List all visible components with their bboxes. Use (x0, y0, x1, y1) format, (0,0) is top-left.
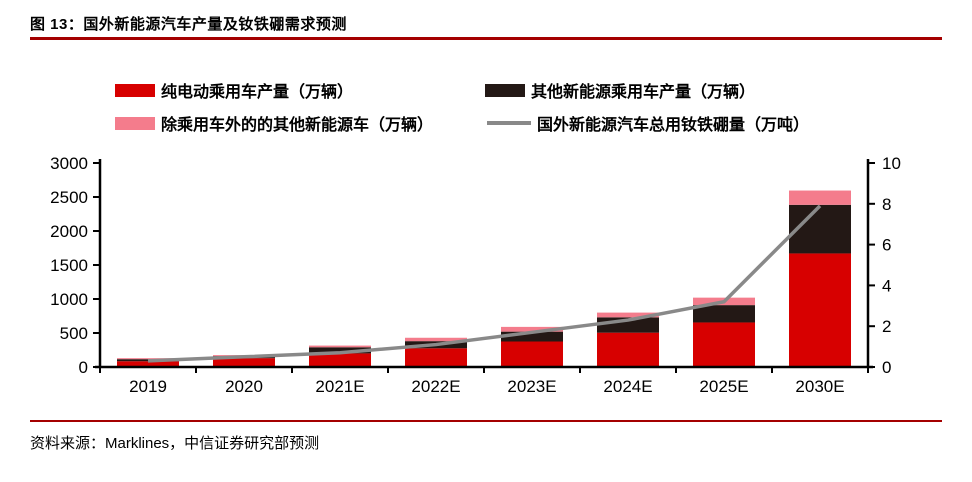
axis-tick-label: 1000 (50, 290, 88, 309)
bar-segment (309, 347, 371, 354)
axis-tick-label: 2019 (129, 377, 167, 396)
axis-tick-label: 1500 (50, 256, 88, 275)
axis-tick-label: 2030E (795, 377, 844, 396)
axis-tick-label: 2025E (699, 377, 748, 396)
bar-segment (501, 331, 563, 342)
bar-segment (693, 305, 755, 323)
bar-segment (309, 353, 371, 367)
axis-tick-label: 10 (882, 154, 901, 173)
legend-swatch-bev (115, 83, 155, 97)
axis-tick-label: 500 (60, 324, 88, 343)
legend-item-ndfeb-line: 国外新能源汽车总用钕铁硼量（万吨） (487, 111, 809, 135)
legend-swatch-other-pv (485, 83, 525, 97)
axis-tick-label: 4 (882, 276, 891, 295)
bar-segment (117, 361, 179, 367)
legend-swatch-ndfeb-line (487, 121, 531, 125)
legend-label-other-pv: 其他新能源乘用车产量（万辆） (531, 84, 756, 101)
bar-segment (405, 348, 467, 367)
footer-rule (30, 420, 942, 422)
legend-item-other-pv: 其他新能源乘用车产量（万辆） (485, 78, 755, 102)
source-note: 资料来源：Marklines，中信证券研究部预测 (30, 435, 320, 452)
bar-segment (789, 204, 851, 254)
bar-segment (789, 253, 851, 367)
title-rule (30, 37, 942, 40)
bar-segment (405, 337, 467, 342)
axis-tick-label: 0 (79, 358, 88, 377)
legend-item-bev: 纯电动乘用车产量（万辆） (115, 78, 353, 102)
bar-segment (789, 190, 851, 205)
bar-segment (597, 312, 659, 318)
axis-tick-label: 8 (882, 195, 891, 214)
axis-tick-label: 2023E (507, 377, 556, 396)
legend-label-ndfeb-line: 国外新能源汽车总用钕铁硼量（万吨） (537, 117, 810, 134)
axis-tick-label: 3000 (50, 154, 88, 173)
axis-tick-label: 0 (882, 358, 891, 377)
axis-tick-label: 2022E (411, 377, 460, 396)
axis-tick-label: 2500 (50, 188, 88, 207)
axis-tick-label: 2 (882, 317, 891, 336)
bar-segment (117, 358, 179, 360)
ndfeb-demand-line (147, 204, 822, 363)
axis-tick-label: 2021E (315, 377, 364, 396)
bar-segment (213, 358, 275, 367)
bar-segment (501, 341, 563, 367)
bar-segment (693, 322, 755, 367)
legend-label-non-pv: 除乘用车外的的其他新能源车（万辆） (161, 117, 434, 134)
axis-tick-label: 6 (882, 236, 891, 255)
axis-tick-label: 2020 (225, 377, 263, 396)
axis-tick-label: 2024E (603, 377, 652, 396)
legend-item-non-pv: 除乘用车外的的其他新能源车（万辆） (115, 111, 433, 135)
legend-label-bev: 纯电动乘用车产量（万辆） (161, 84, 354, 101)
axis-tick-label: 2000 (50, 222, 88, 241)
bar-segment (597, 332, 659, 367)
figure-title: 图 13：国外新能源汽车产量及钕铁硼需求预测 (30, 16, 347, 33)
bar-segment (501, 326, 563, 332)
bar-segment (309, 345, 371, 348)
legend-swatch-non-pv (115, 116, 155, 130)
